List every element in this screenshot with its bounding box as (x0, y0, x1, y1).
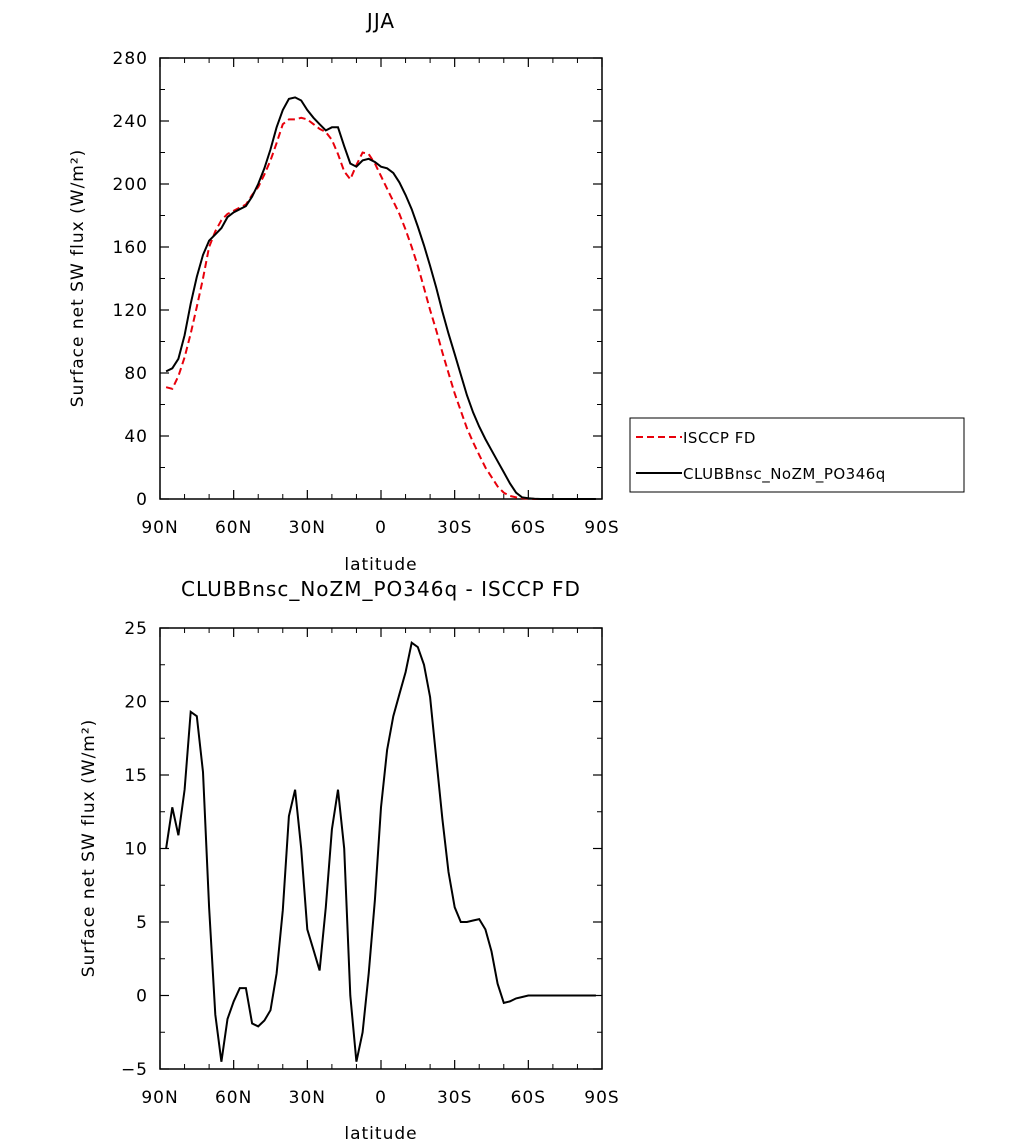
legend-box (629, 417, 965, 493)
chart-title-top: JJA (365, 9, 395, 33)
y-tick-label: 280 (113, 49, 148, 69)
legend: ISCCP FD CLUBBnsc_NoZM_PO346q (629, 417, 965, 493)
x-tick-label: 30S (437, 1088, 472, 1108)
x-tick-label: 30N (289, 518, 326, 538)
x-tick-label: 60N (215, 518, 252, 538)
series-line-difference (165, 640, 596, 1062)
x-tick-label: 90N (141, 1088, 178, 1108)
x-tick-label: 0 (375, 518, 387, 538)
y-tick-label: −5 (121, 1060, 148, 1080)
y-axis-label-bottom: Surface net SW flux (W/m²) (79, 719, 99, 978)
y-tick-label: 160 (113, 238, 148, 258)
panel-top: JJA 90N 60N 30N 0 30S 60S 90S 0 40 80 120 160 200 240… (68, 9, 965, 575)
y-tick-label: 200 (113, 175, 148, 195)
series-line-model (165, 96, 596, 500)
y-tick-label: 25 (124, 619, 148, 639)
x-tick-label: 60N (215, 1088, 252, 1108)
series-group-top (165, 96, 596, 500)
y-tick-label: 120 (113, 301, 148, 321)
legend-label-model: CLUBBnsc_NoZM_PO346q (683, 465, 886, 484)
panel-bottom: CLUBBnsc_NoZM_PO346q - ISCCP FD 90N 60N 30… (79, 577, 619, 1144)
x-tick-label: 90S (584, 518, 619, 538)
y-tick-label: 0 (136, 987, 148, 1007)
x-tick-label: 90N (141, 518, 178, 538)
legend-label-isccp-fd: ISCCP FD (683, 429, 756, 447)
axis-ticks-top: 90N 60N 30N 0 30S 60S 90S 0 40 80 120 160 200 240 280 (113, 49, 619, 538)
axis-ticks-bottom: 90N 60N 30N 0 30S 60S 90S −5 0 5 10 15 20 25 (121, 619, 619, 1108)
y-tick-label: 40 (124, 427, 148, 447)
y-tick-label: 15 (124, 766, 148, 786)
x-tick-label: 30N (289, 1088, 326, 1108)
plot-frame-top (159, 57, 603, 500)
x-tick-label: 60S (511, 1088, 546, 1108)
x-axis-label-bottom: latitude (344, 1124, 417, 1144)
x-tick-label: 90S (584, 1088, 619, 1108)
x-tick-label: 0 (375, 1088, 387, 1108)
y-tick-label: 0 (136, 490, 148, 510)
x-tick-label: 30S (437, 518, 472, 538)
y-tick-label: 10 (124, 840, 148, 860)
plot-frame-bottom (159, 627, 603, 1070)
y-tick-label: 5 (136, 913, 148, 933)
series-line-isccp-fd (165, 116, 596, 500)
x-tick-label: 60S (511, 518, 546, 538)
y-axis-label-top: Surface net SW flux (W/m²) (68, 149, 88, 408)
series-group-bottom (165, 640, 596, 1062)
x-axis-label-top: latitude (344, 555, 417, 575)
y-tick-label: 80 (124, 364, 148, 384)
chart-title-bottom: CLUBBnsc_NoZM_PO346q - ISCCP FD (181, 577, 581, 601)
y-tick-label: 240 (113, 112, 148, 132)
y-tick-label: 20 (124, 693, 148, 713)
